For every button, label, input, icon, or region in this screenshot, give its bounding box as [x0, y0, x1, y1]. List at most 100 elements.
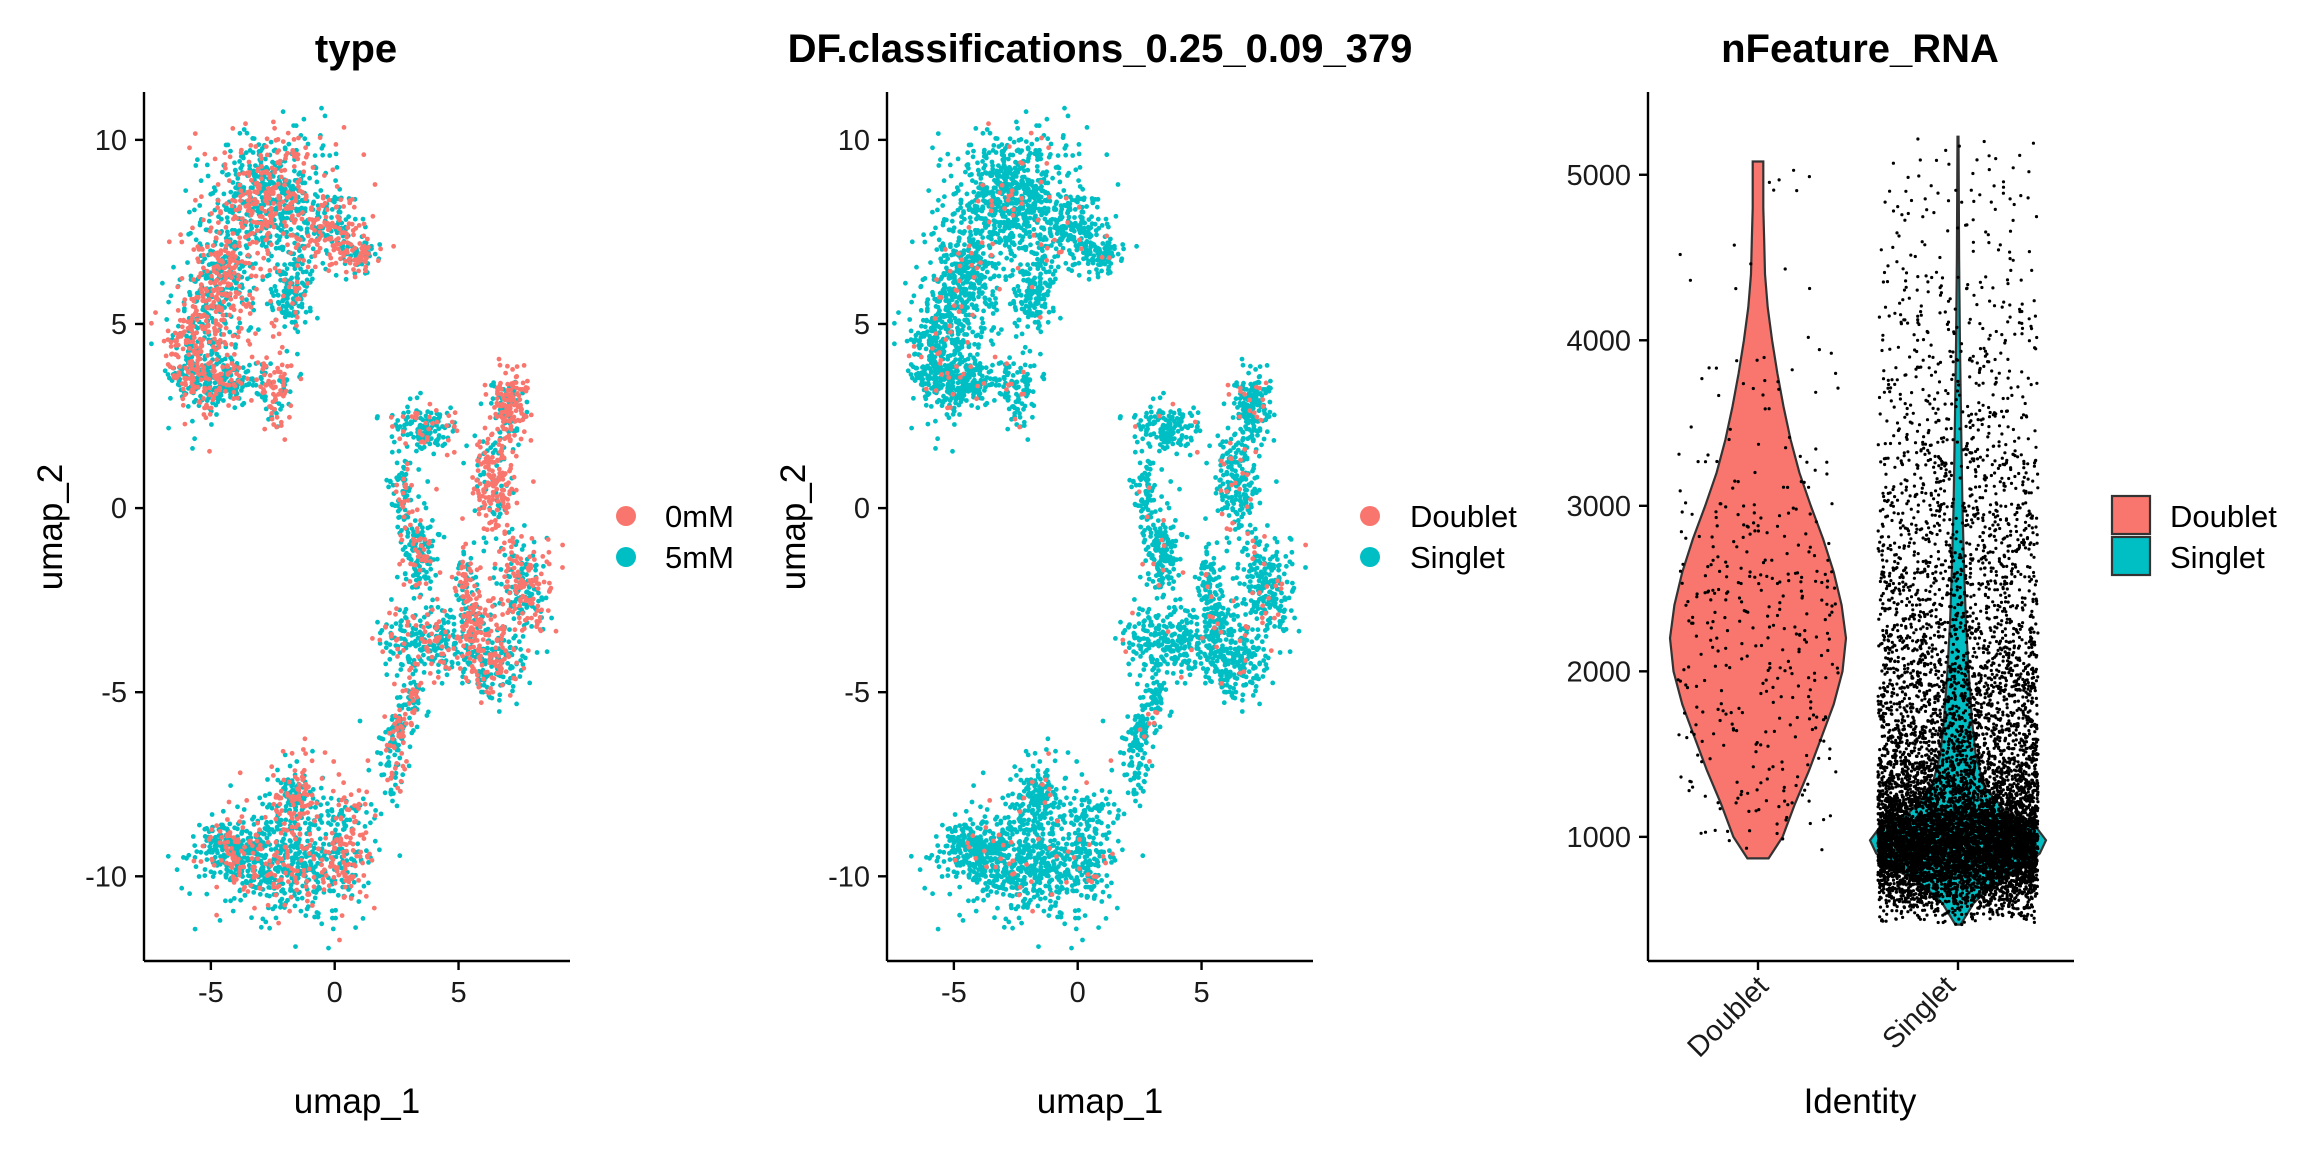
umap-type-point	[418, 390, 423, 396]
umap-type-point	[490, 454, 495, 460]
umap-type-point	[269, 253, 274, 259]
umap-type-point	[315, 914, 321, 920]
umap-type-point	[240, 402, 245, 408]
umap-type-point	[223, 225, 229, 230]
umap-type-point	[224, 860, 229, 866]
umap-type-point	[204, 826, 210, 831]
umap-type-point	[497, 697, 502, 703]
umap-type-point	[227, 209, 233, 214]
umap-type-point	[241, 185, 247, 190]
umap-type-point	[434, 486, 439, 492]
umap-type-point	[209, 273, 214, 279]
umap-type-point	[222, 356, 228, 362]
umap-type-point	[516, 615, 522, 621]
umap-type-point	[215, 182, 221, 187]
umap-type-point	[278, 817, 284, 823]
umap-type-point	[282, 167, 288, 173]
umap-type-point	[193, 310, 198, 316]
umap-type-point	[356, 259, 361, 264]
umap-type-point	[497, 470, 503, 476]
umap-type-point	[336, 802, 342, 808]
umap-type-point	[206, 376, 212, 382]
umap-type-point	[468, 555, 474, 561]
umap-type-point	[195, 353, 201, 359]
umap-type-point	[397, 853, 403, 859]
umap-type-point	[384, 672, 390, 678]
umap-type-point	[320, 260, 326, 266]
umap-type-point	[204, 305, 210, 311]
umap-type-point	[545, 537, 551, 542]
umap-type-point	[228, 148, 233, 154]
umap-type-point	[507, 405, 513, 411]
umap-type-point	[181, 308, 187, 314]
umap-type-point	[356, 788, 362, 793]
umap-type-point	[253, 201, 258, 207]
umap-type-point	[268, 847, 274, 852]
umap-type-point	[510, 449, 516, 455]
umap-type-point	[545, 608, 551, 613]
umap-type-point	[294, 314, 300, 320]
umap-type-point	[219, 317, 225, 323]
umap-type-point	[212, 156, 218, 162]
umap-type-point	[276, 864, 281, 870]
umap-type-point	[301, 116, 307, 122]
umap-type-point	[274, 240, 280, 246]
umap-type-point	[295, 816, 300, 822]
umap-type-point	[175, 284, 181, 290]
umap-type-point	[529, 536, 535, 541]
umap-type-point	[235, 276, 241, 282]
umap-type-point	[274, 414, 280, 420]
umap-type-point	[209, 211, 214, 216]
umap-type-point	[460, 516, 465, 521]
umap-type-point	[312, 227, 317, 233]
umap-type-point	[494, 581, 500, 586]
umap-type-point	[357, 241, 363, 246]
umap-type-point	[444, 613, 450, 618]
umap-type-point	[330, 926, 336, 932]
umap-type-point	[292, 285, 298, 291]
umap-type-point	[209, 827, 215, 832]
umap-type-point	[227, 178, 232, 184]
umap-type-point	[339, 797, 344, 803]
umap-type-point	[426, 709, 431, 715]
umap-type-point	[497, 692, 503, 698]
umap-type-point	[240, 216, 245, 222]
umap-type-point	[344, 250, 350, 255]
umap-type-point	[179, 324, 185, 330]
umap-type-point	[293, 824, 299, 830]
umap-type-point	[217, 918, 223, 923]
umap-type-point	[191, 277, 196, 282]
umap-type-point	[209, 422, 214, 427]
umap-type-point	[393, 489, 399, 495]
umap-type-point	[302, 736, 308, 742]
umap-type-point	[308, 861, 314, 867]
umap-type-point	[238, 308, 244, 314]
umap-type-point	[192, 131, 198, 137]
umap-type-point	[247, 163, 253, 169]
umap-type-point	[490, 450, 496, 456]
umap-type-point	[312, 818, 318, 824]
umap-type-point	[405, 632, 411, 637]
umap-type-point	[470, 490, 476, 496]
umap-type-point	[201, 265, 206, 271]
umap-type-point	[258, 153, 264, 158]
umap-type-point	[328, 795, 334, 801]
umap-type-point	[401, 683, 407, 688]
umap-type-point	[508, 466, 513, 471]
umap-type-point	[198, 859, 204, 864]
umap-type-point	[176, 332, 182, 337]
umap-type-point	[364, 789, 370, 795]
umap-type-point	[342, 863, 348, 869]
umap-type-point	[391, 439, 397, 445]
umap-type-point	[477, 494, 482, 500]
umap-type-point	[413, 623, 419, 628]
umap-type-point	[485, 436, 491, 442]
umap-type-point	[491, 380, 496, 386]
umap-type-point	[245, 252, 251, 258]
umap-type-point	[287, 389, 293, 395]
umap-type-point	[305, 152, 310, 157]
umap-type-point	[195, 295, 201, 300]
umap-type-point	[306, 851, 312, 856]
umap-type-point	[168, 293, 174, 299]
umap-type-point	[416, 467, 422, 472]
